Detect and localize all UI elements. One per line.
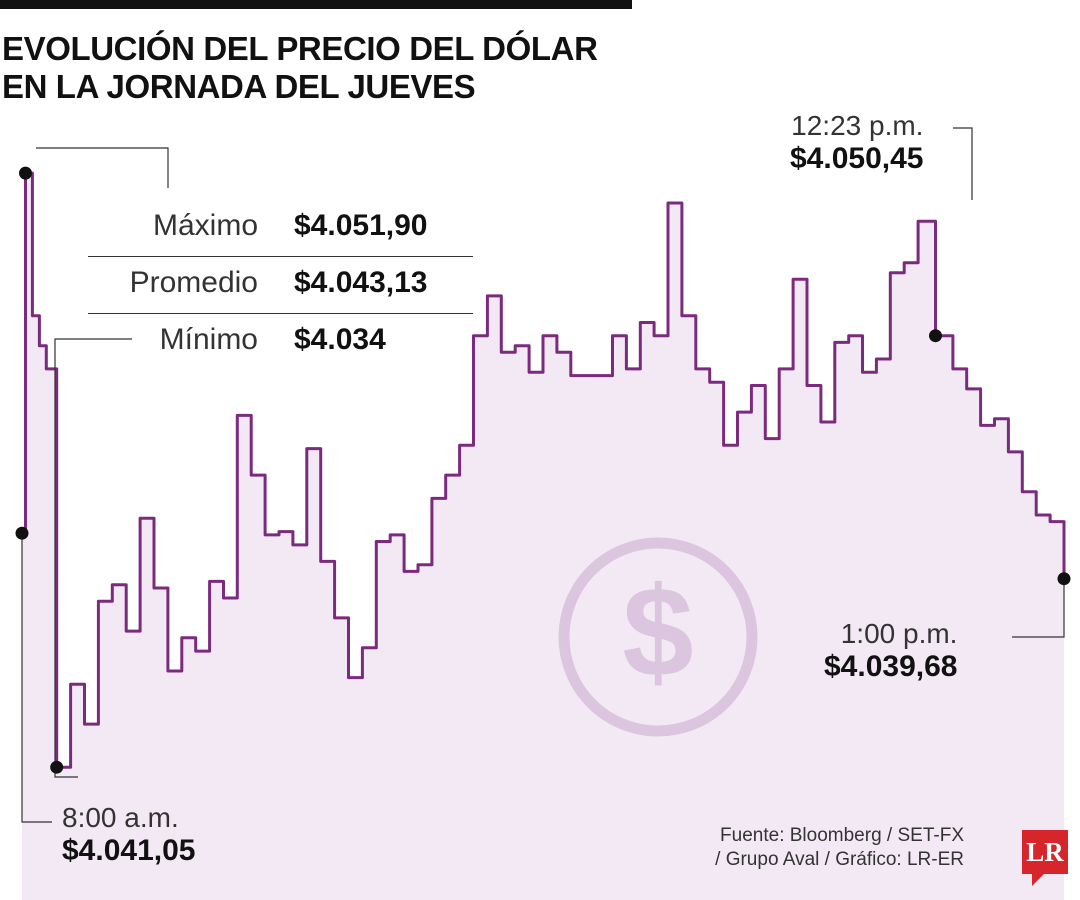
price-line — [22, 171, 1066, 769]
top-rule — [0, 0, 632, 9]
max-point — [19, 166, 32, 180]
start-time: 8:00 a.m. — [62, 802, 179, 833]
start-point — [15, 526, 29, 540]
peak-annotation: 12:23 p.m. $4.050,45 — [790, 110, 923, 176]
stat-label: Promedio — [129, 266, 258, 299]
start-leader-line — [21, 530, 52, 823]
source-line-1: Fuente: Bloomberg / SET-FX — [720, 825, 964, 846]
start-annotation: 8:00 a.m. $4.041,05 — [62, 802, 195, 868]
source-line-2: / Grupo Aval / Gráfico: LR-ER — [715, 849, 964, 870]
end-annotation: 1:00 p.m. $4.039,68 — [824, 618, 957, 684]
stat-row-average: Promedio $4.043,13 — [88, 256, 473, 313]
svg-text:$: $ — [622, 561, 693, 704]
stat-row-min: Mínimo $4.034 — [88, 313, 473, 370]
stat-value: $4.051,90 — [294, 209, 428, 242]
end-time: 1:00 p.m. — [840, 618, 958, 649]
end-price: $4.039,68 — [824, 650, 958, 683]
chart-title-line-1: EVOLUCIÓN DEL PRECIO DEL DÓLAR — [2, 30, 598, 67]
stat-label: Mínimo — [159, 323, 258, 356]
peak-price: $4.050,45 — [790, 142, 924, 175]
chart-title-line-2: EN LA JORNADA DEL JUEVES — [2, 68, 476, 105]
chart-title: EVOLUCIÓN DEL PRECIO DEL DÓLAR EN LA JOR… — [2, 30, 598, 106]
max-leader-line — [36, 147, 169, 188]
peak-point — [929, 329, 942, 343]
stat-label: Máximo — [152, 209, 258, 242]
stat-row-max: Máximo $4.051,90 — [88, 200, 473, 256]
end-leader-line — [1012, 578, 1065, 638]
stat-value: $4.034 — [294, 323, 386, 356]
min-leader-line — [54, 338, 132, 778]
peak-time: 12:23 p.m. — [791, 110, 924, 141]
end-point — [1057, 572, 1071, 586]
peak-leader-line — [953, 127, 973, 200]
stats-table: Máximo $4.051,90 Promedio $4.043,13 Míni… — [88, 200, 473, 370]
dollar-sign-icon: $ — [558, 537, 758, 737]
min-point — [50, 760, 64, 774]
price-area — [22, 173, 1064, 900]
start-price: $4.041,05 — [62, 834, 196, 867]
stat-value: $4.043,13 — [294, 266, 428, 299]
source-note: Fuente: Bloomberg / SET-FX / Grupo Aval … — [660, 824, 964, 872]
lr-logo: LR — [1022, 830, 1068, 886]
